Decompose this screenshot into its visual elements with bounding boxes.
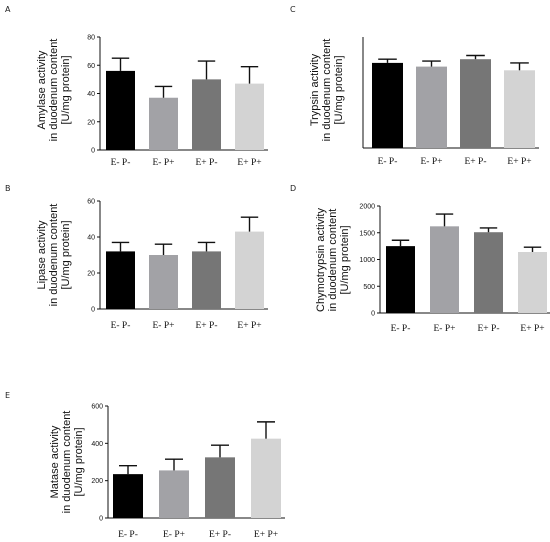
- error-bar-2: [154, 85, 173, 98]
- y-tick-label: 400: [91, 441, 103, 448]
- bar-1: [106, 251, 135, 309]
- category-label: E+ P-: [196, 158, 218, 168]
- bar-2: [159, 470, 189, 518]
- error-bar-3: [466, 54, 485, 60]
- error-bar-4: [240, 65, 259, 84]
- bar-4: [251, 438, 281, 518]
- bar-3: [460, 59, 491, 149]
- chart-panel-d: D 0 500 1000 1500 2000 E- P- E- P+ E+ P- E+ P+ Chy…: [290, 184, 550, 334]
- error-bar-3: [197, 60, 216, 80]
- category-label: E- P+: [153, 321, 175, 331]
- panel-letter: B: [5, 184, 11, 193]
- bar-1: [106, 70, 135, 150]
- y-tick-label: 60: [87, 199, 95, 206]
- error-bar-2: [165, 458, 183, 471]
- bar-4: [235, 83, 264, 150]
- y-tick-label: 20: [87, 271, 95, 278]
- category-label: E+ P-: [465, 157, 487, 167]
- chart-panel-c: C E- P- E- P+ E+ P- E+ P+ Trypsin activityin …: [290, 5, 539, 167]
- y-axis-label: Matase activityin duodenum content[U/mg …: [49, 411, 85, 514]
- y-tick-label: 2000: [359, 204, 375, 211]
- error-bar-4: [523, 246, 542, 253]
- category-label: E+ P+: [254, 530, 278, 540]
- error-bar-1: [378, 58, 397, 63]
- y-tick-label: 200: [91, 478, 103, 485]
- category-label: E+ P+: [507, 157, 531, 167]
- y-tick-label: 600: [91, 404, 103, 411]
- bar-1: [386, 246, 415, 313]
- category-label: E- P-: [391, 324, 411, 334]
- error-bar-3: [211, 444, 229, 458]
- error-bar-4: [510, 62, 529, 71]
- category-label: E- P+: [434, 324, 456, 334]
- category-label: E- P-: [118, 530, 138, 540]
- bar-2: [416, 66, 447, 148]
- bar-1: [113, 474, 143, 518]
- y-axis-label: Chymotrypsin activityin duodenum content…: [315, 208, 351, 312]
- y-axis-label: Amylase activityin duodenum content[U/mg…: [36, 39, 72, 142]
- bar-4: [518, 252, 547, 313]
- bar-2: [149, 97, 178, 150]
- category-label: E+ P+: [237, 321, 261, 331]
- y-tick-label: 80: [87, 35, 95, 42]
- category-label: E+ P+: [237, 158, 261, 168]
- y-tick-label: 40: [87, 235, 95, 242]
- bar-2: [149, 255, 178, 309]
- chart-panel-e: E 0 200 400 600 E- P- E- P+ E+ P- E+ P+ Matase ac…: [5, 391, 285, 540]
- category-label: E+ P+: [520, 324, 544, 334]
- y-axis-label: Trypsin activityin duodenum content[U/mg…: [309, 39, 345, 142]
- y-tick-label: 60: [87, 63, 95, 70]
- y-tick-label: 20: [87, 119, 95, 126]
- error-bar-3: [479, 227, 498, 233]
- y-tick-label: 0: [91, 307, 95, 314]
- error-bar-4: [240, 216, 259, 232]
- y-tick-label: 0: [99, 516, 103, 523]
- chart-panel-a: A 0 20 40 60 80 E- P- E- P+ E+ P- E+ P+ Amylase ac…: [5, 5, 268, 168]
- error-bar-1: [391, 239, 410, 247]
- category-label: E+ P-: [196, 321, 218, 331]
- bar-3: [192, 251, 221, 309]
- category-label: E+ P-: [209, 530, 231, 540]
- y-tick-label: 1000: [359, 257, 375, 264]
- y-axis-label: Lipase activityin duodenum content[U/mg …: [36, 204, 72, 307]
- panel-letter: A: [5, 5, 11, 14]
- chart-panel-b: B 0 20 40 60 E- P- E- P+ E+ P- E+ P+ Lipase activ…: [5, 184, 268, 331]
- bar-3: [205, 457, 235, 518]
- error-bar-3: [197, 241, 216, 252]
- category-label: E+ P-: [478, 324, 500, 334]
- error-bar-2: [435, 213, 454, 227]
- category-label: E- P-: [111, 158, 131, 168]
- bar-2: [430, 226, 459, 313]
- error-bar-1: [119, 465, 137, 475]
- panel-letter: E: [5, 391, 10, 400]
- y-tick-label: 0: [91, 148, 95, 155]
- bar-4: [235, 231, 264, 309]
- category-label: E- P-: [378, 157, 398, 167]
- panel-letter: D: [290, 184, 296, 193]
- error-bar-4: [257, 421, 275, 439]
- bar-1: [372, 62, 403, 148]
- error-bar-1: [111, 57, 130, 71]
- error-bar-2: [422, 60, 441, 67]
- error-bar-1: [111, 241, 130, 252]
- category-label: E- P-: [111, 321, 131, 331]
- y-tick-label: 40: [87, 91, 95, 98]
- error-bar-2: [154, 243, 173, 255]
- panel-letter: C: [290, 5, 296, 14]
- bar-3: [474, 232, 503, 313]
- y-tick-label: 1500: [359, 230, 375, 237]
- category-label: E- P+: [163, 530, 185, 540]
- bar-4: [504, 70, 535, 148]
- bar-3: [192, 79, 221, 150]
- y-tick-label: 0: [371, 311, 375, 318]
- category-label: E- P+: [153, 158, 175, 168]
- category-label: E- P+: [421, 157, 443, 167]
- y-tick-label: 500: [363, 284, 375, 291]
